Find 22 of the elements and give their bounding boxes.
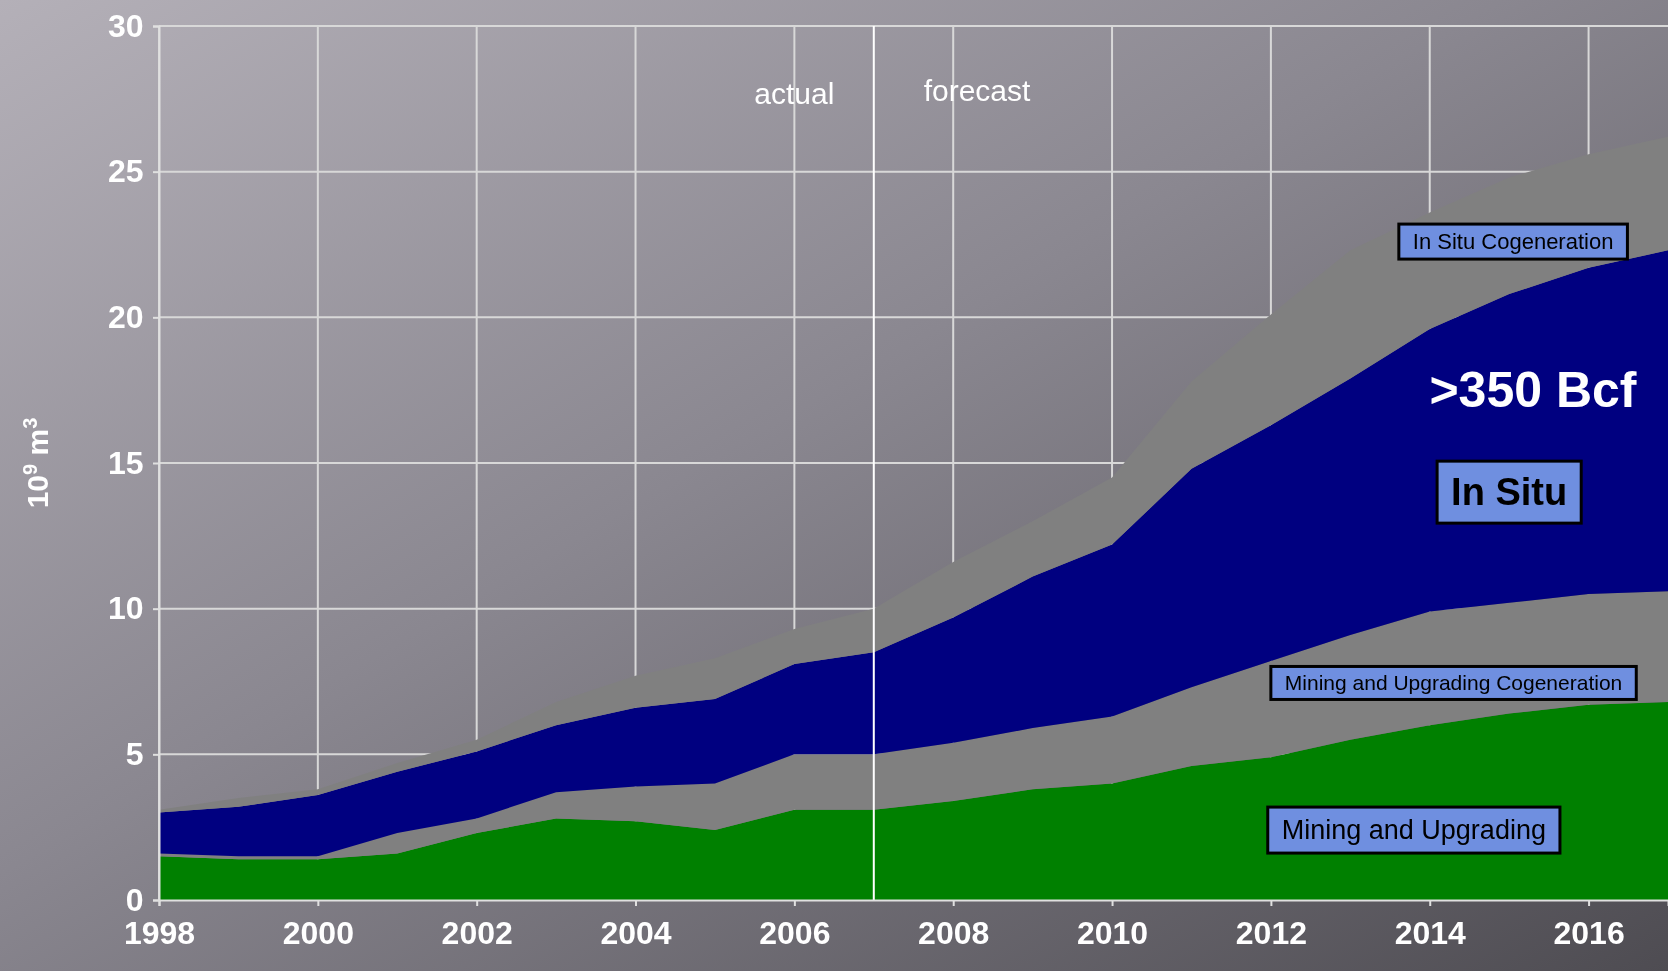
y-tick-label: 30 xyxy=(108,7,144,44)
x-tick-label: 2006 xyxy=(759,915,831,952)
y-tick-label: 5 xyxy=(125,736,144,773)
x-tick-label: 2014 xyxy=(1394,915,1467,952)
y-tick-label: 0 xyxy=(125,881,144,918)
annotation: >350 Bcf xyxy=(1429,362,1637,419)
x-tick-label: 2004 xyxy=(600,915,672,952)
x-tick-label: 2002 xyxy=(441,915,513,952)
x-tick-label: 2008 xyxy=(918,915,990,952)
series-label: In Situ Cogeneration xyxy=(1412,229,1614,255)
y-tick-label: 25 xyxy=(108,153,144,190)
x-tick-label: 2000 xyxy=(282,915,354,952)
x-tick-label: 2010 xyxy=(1076,915,1149,952)
series-label: In Situ xyxy=(1451,471,1568,514)
y-tick-label: 20 xyxy=(108,299,144,336)
y-tick-label: 15 xyxy=(108,444,144,481)
y-tick-label: 10 xyxy=(108,590,144,627)
x-tick-label: 2016 xyxy=(1553,915,1625,952)
series-label: Mining and Upgrading Cogeneration xyxy=(1284,671,1623,695)
x-tick-label: 1998 xyxy=(123,915,196,952)
x-tick-label: 2012 xyxy=(1235,915,1307,952)
series-label: Mining and Upgrading xyxy=(1281,815,1546,846)
